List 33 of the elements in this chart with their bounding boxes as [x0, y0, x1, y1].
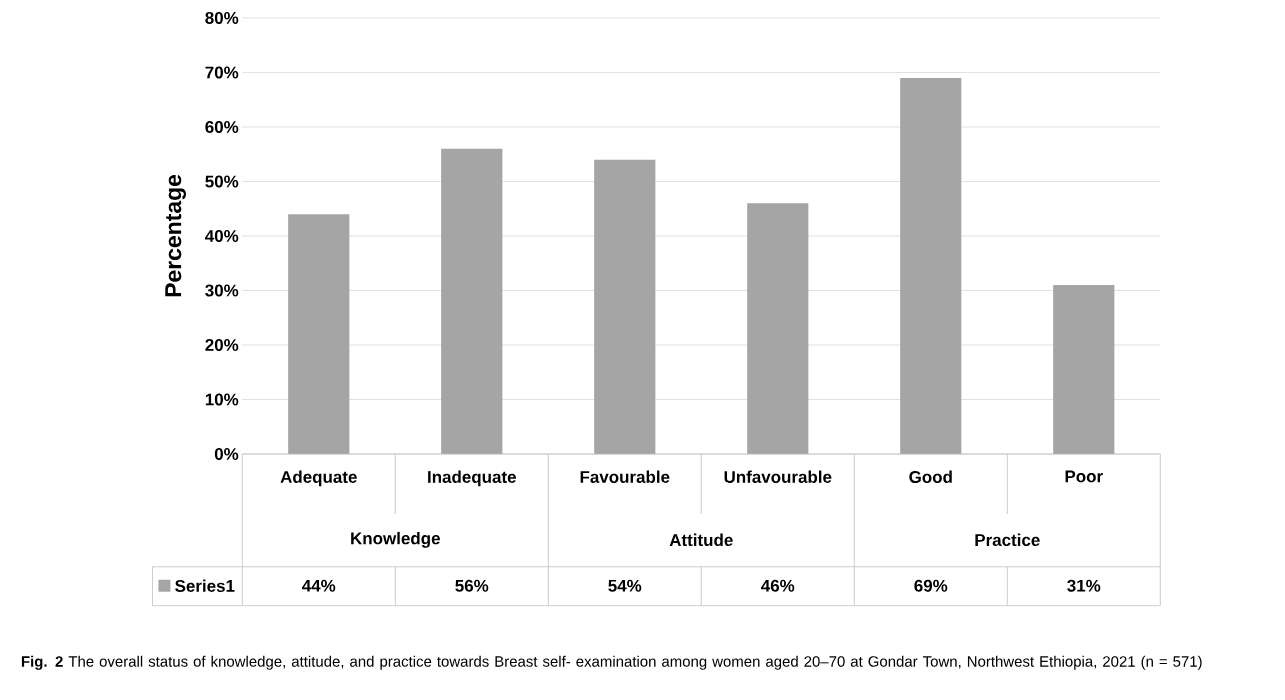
y-tick-label: 10% — [205, 393, 239, 406]
data-label: 44% — [302, 579, 336, 592]
data-label: 69% — [914, 579, 948, 592]
text: Practice — [975, 533, 1040, 546]
x-tick-label: Adequate — [280, 470, 357, 487]
bar — [441, 148, 503, 454]
bar — [747, 203, 809, 454]
y-tick-label: 0% — [214, 447, 239, 460]
bar — [900, 77, 962, 454]
x-tick-label: Favourable — [580, 470, 670, 483]
data-label: 46% — [761, 579, 795, 592]
y-tick-label: 30% — [205, 284, 239, 297]
y-tick-label: 20% — [205, 338, 239, 351]
bar — [1053, 284, 1115, 454]
x-tick-label: Unfavourable — [724, 470, 832, 483]
y-tick-label: 70% — [205, 66, 239, 79]
bar — [594, 159, 656, 454]
text: Fig. 2 The overall status of knowledge, attitude, and practice towards Breast self- examination among women aged 20–70 at Gondar Town, Northwest Ethiopia, 2021 (n = 571) — [21, 655, 1202, 670]
x-tick-label: Good — [909, 470, 952, 483]
data-label: 56% — [455, 579, 489, 592]
legend-label: Series1 — [175, 579, 235, 592]
y-axis-title: Percentage — [165, 174, 186, 297]
y-tick-label: 60% — [205, 120, 239, 133]
data-label: 54% — [608, 579, 642, 592]
y-tick-label: 80% — [205, 11, 239, 24]
text: Knowledge — [351, 531, 440, 548]
bar — [288, 213, 350, 454]
y-tick-label: 40% — [205, 229, 239, 242]
text: Attitude — [669, 533, 733, 546]
x-tick-label: Poor — [1065, 470, 1103, 483]
x-tick-label: Inadequate — [428, 470, 516, 487]
data-label: 31% — [1067, 579, 1101, 592]
y-tick-label: 50% — [205, 175, 239, 188]
